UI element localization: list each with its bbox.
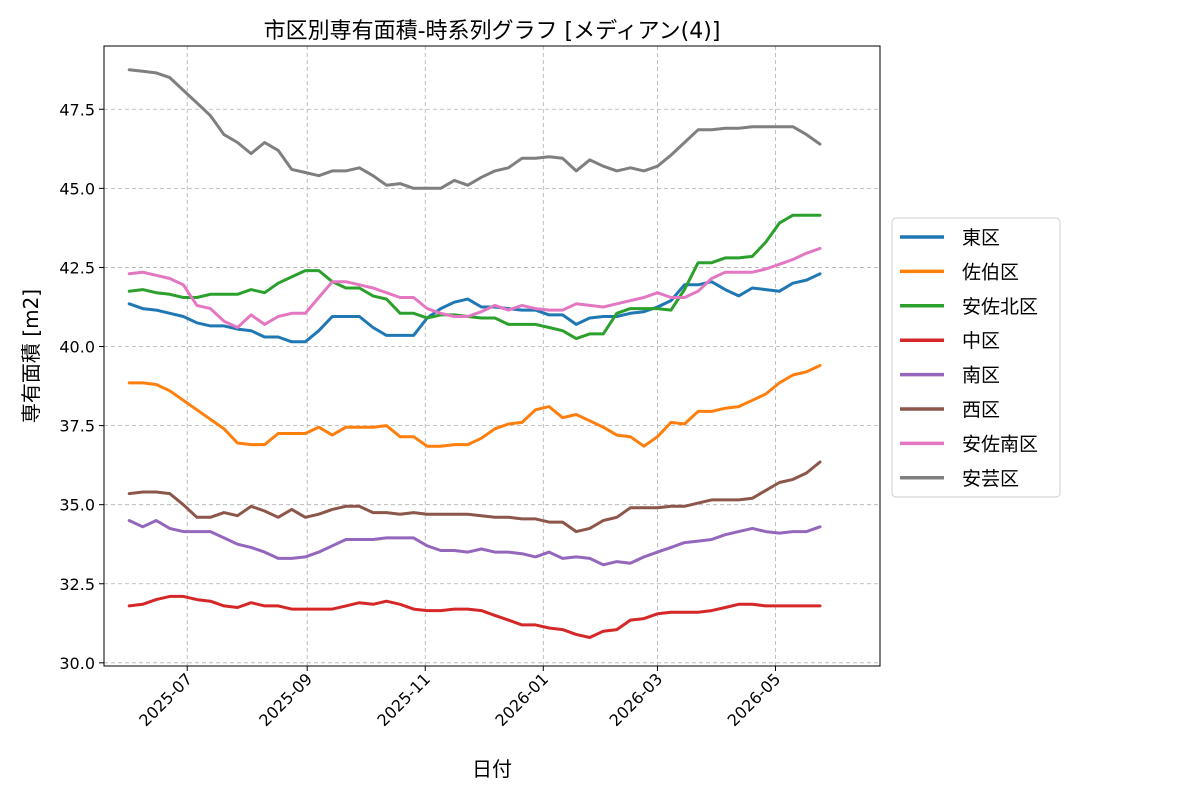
chart-title: 市区別専有面積-時系列グラフ [メディアン(4)] — [264, 19, 721, 44]
series-line-7 — [127, 68, 822, 190]
legend-label: 東区 — [962, 227, 1000, 249]
legend-label: 佐伯区 — [962, 261, 1019, 283]
legend-label: 南区 — [962, 365, 1000, 387]
y-axis-ticks: 30.0 32.5 35.0 37.5 40.0 42.5 45.0 47.5 — [59, 100, 104, 673]
legend-label: 安佐南区 — [962, 433, 1038, 455]
x-axis-label: 日付 — [472, 757, 512, 781]
y-tick-label: 30.0 — [59, 654, 95, 673]
y-tick-label: 42.5 — [59, 258, 95, 277]
legend-label: 安芸区 — [962, 468, 1019, 490]
legend-box — [891, 217, 1061, 498]
y-tick-label: 47.5 — [59, 100, 95, 119]
series-line-2 — [127, 213, 822, 341]
legend-label: 中区 — [962, 330, 1000, 352]
legend-label: 西区 — [962, 399, 1000, 421]
series-line-5 — [127, 460, 822, 534]
y-tick-label: 45.0 — [59, 179, 95, 198]
series-line-1 — [127, 364, 822, 448]
series-line-4 — [127, 519, 822, 567]
y-axis-label: 専有面積 [m2] — [19, 289, 43, 423]
y-tick-label: 35.0 — [59, 496, 95, 515]
legend-label: 安佐北区 — [962, 296, 1038, 318]
y-tick-label: 40.0 — [59, 338, 95, 357]
series-line-6 — [127, 246, 822, 329]
series-line-3 — [127, 594, 822, 639]
series-lines — [127, 68, 822, 639]
plot-frame — [103, 45, 881, 667]
y-tick-label: 32.5 — [59, 575, 95, 594]
grid-lines — [104, 46, 880, 666]
y-tick-label: 37.5 — [59, 417, 95, 436]
